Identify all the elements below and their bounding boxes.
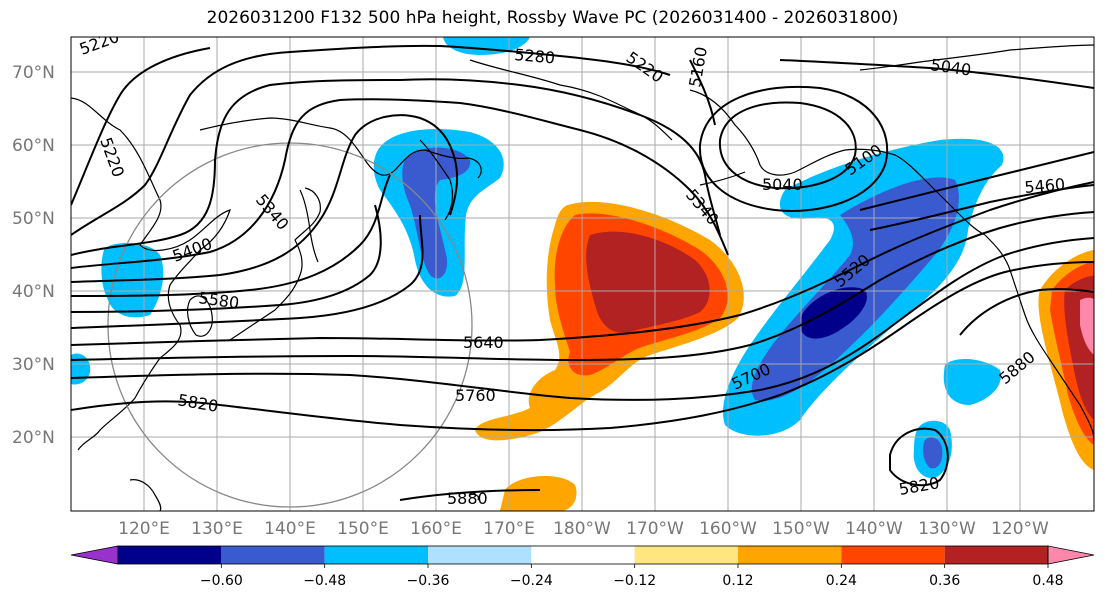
colorbar-box — [324, 546, 428, 564]
lon-label: 120°E — [118, 519, 170, 539]
contour-line-5340-east — [859, 151, 1094, 211]
coastline-korea — [186, 295, 213, 337]
contour-line-5820-low — [889, 427, 949, 487]
contour-label: 5460 — [1024, 175, 1066, 197]
chart-title: 2026031200 F132 500 hPa height, Rossby W… — [206, 8, 899, 28]
coastline-aleutians — [699, 171, 746, 186]
contour-line-5880 — [399, 489, 541, 501]
coastline-sakhalin — [299, 189, 319, 263]
contour-line-5700 — [71, 211, 1094, 362]
colorbar-tick-label: 0.24 — [826, 573, 857, 589]
anomaly-area-small-1 — [943, 358, 1001, 405]
contour-line-5820 — [71, 261, 1094, 432]
anomaly-area-central-pacific-core — [586, 231, 710, 333]
contour-label: 5760 — [455, 386, 496, 405]
contour-line-5460-east — [869, 184, 1094, 231]
coastline-kamchatka — [419, 139, 454, 221]
positive-anomaly-shading — [475, 201, 1094, 511]
contour-line-5100-low — [698, 85, 889, 212]
coastline-north-america — [984, 234, 1094, 441]
map-frame — [70, 36, 1095, 512]
coastline-okhotsk-kamchatka — [199, 117, 482, 179]
negative-anomaly-shading — [71, 37, 1004, 479]
coastline-alaska — [689, 89, 986, 236]
colorbar-arrow-left — [70, 545, 119, 565]
lat-label: 30°N — [12, 355, 55, 375]
contour-line-5040-north — [779, 59, 1094, 89]
graticule — [71, 37, 1094, 511]
contour-label: 5040 — [762, 175, 803, 194]
anomaly-area-small-2-core — [922, 437, 943, 469]
contour-line-5760 — [71, 237, 1094, 401]
longitude-labels: 120°E 130°E 140°E 150°E 160°E 170°E 180°… — [118, 519, 1049, 539]
colorbar-arrow-right — [1047, 545, 1095, 565]
colorbar-tick-label: 0.36 — [929, 573, 960, 589]
coastline-japan — [229, 187, 321, 341]
height-contours — [71, 44, 1094, 501]
contour-label: 5880 — [447, 489, 488, 508]
colorbar-box — [531, 546, 635, 564]
lat-label: 50°N — [12, 209, 55, 229]
coastline-philippines — [129, 479, 162, 511]
contour-line-5580 — [71, 204, 382, 313]
lon-label: 140°W — [845, 519, 903, 539]
contour-line-5280 — [71, 44, 671, 236]
contour-line-5520-west — [71, 174, 391, 297]
lon-label: 130°W — [918, 519, 976, 539]
colorbar-tick-label: −0.36 — [407, 573, 450, 589]
contour-label: 5640 — [463, 333, 504, 352]
colorbar-box — [841, 546, 945, 564]
contour-line-5340 — [71, 78, 721, 256]
contour-label: 5280 — [514, 45, 556, 67]
contour-line-5400 — [71, 98, 729, 269]
lon-label: 160°W — [699, 519, 757, 539]
lat-label: 40°N — [12, 282, 55, 302]
coastline-east-asia — [71, 97, 231, 451]
contour-line-5220-west — [71, 47, 211, 206]
colorbar-box — [944, 546, 1048, 564]
colorbar-tick-label: 0.48 — [1032, 573, 1063, 589]
anomaly-area-south-central — [500, 475, 577, 511]
lat-label: 20°N — [12, 428, 55, 448]
colorbar-box — [118, 546, 222, 564]
coastline-hawaii — [469, 493, 480, 501]
contour-line-5040-low — [718, 101, 857, 190]
contour-line-5880-east — [959, 288, 1094, 336]
colorbar-tick-label: −0.24 — [510, 573, 553, 589]
lon-label: 130°E — [191, 519, 243, 539]
colorbar-tick-label: 0.12 — [722, 573, 753, 589]
colorbar-tick-label: −0.48 — [303, 573, 346, 589]
colorbar-box — [221, 546, 325, 564]
colorbar-tick-label: −0.60 — [200, 573, 243, 589]
lon-label: 140°E — [264, 519, 316, 539]
contour-line-5580-b — [71, 214, 424, 329]
colorbar-outline — [117, 545, 1049, 565]
lon-label: 170°E — [483, 519, 535, 539]
contour-line-5640 — [71, 181, 1094, 346]
coastline-chukotka — [469, 59, 673, 141]
colorbar-box — [634, 546, 738, 564]
lon-label: 150°W — [772, 519, 830, 539]
colorbar-tick-label: −0.12 — [613, 573, 656, 589]
colorbar-box — [428, 546, 532, 564]
anomaly-area-us-west-coast-max — [1080, 297, 1094, 355]
contour-line-5460 — [71, 114, 459, 283]
lon-label: 160°E — [410, 519, 462, 539]
lon-label: 120°W — [991, 519, 1049, 539]
colorbar-box — [738, 546, 842, 564]
lat-label: 60°N — [12, 136, 55, 156]
region-circle — [107, 142, 473, 508]
lat-label: 70°N — [12, 63, 55, 83]
lon-label: 170°W — [626, 519, 684, 539]
lon-label: 180°W — [553, 519, 611, 539]
lon-label: 150°E — [337, 519, 389, 539]
latitude-labels: 70°N 60°N 50°N 40°N 30°N 20°N — [12, 63, 55, 448]
colorbar: −0.60 −0.48 −0.36 −0.24 −0.12 0.12 0.24 0.36 0.4… — [70, 545, 1095, 589]
contour-line-5160-north — [689, 59, 716, 126]
anomaly-area-gulf-alaska-core — [800, 287, 868, 339]
